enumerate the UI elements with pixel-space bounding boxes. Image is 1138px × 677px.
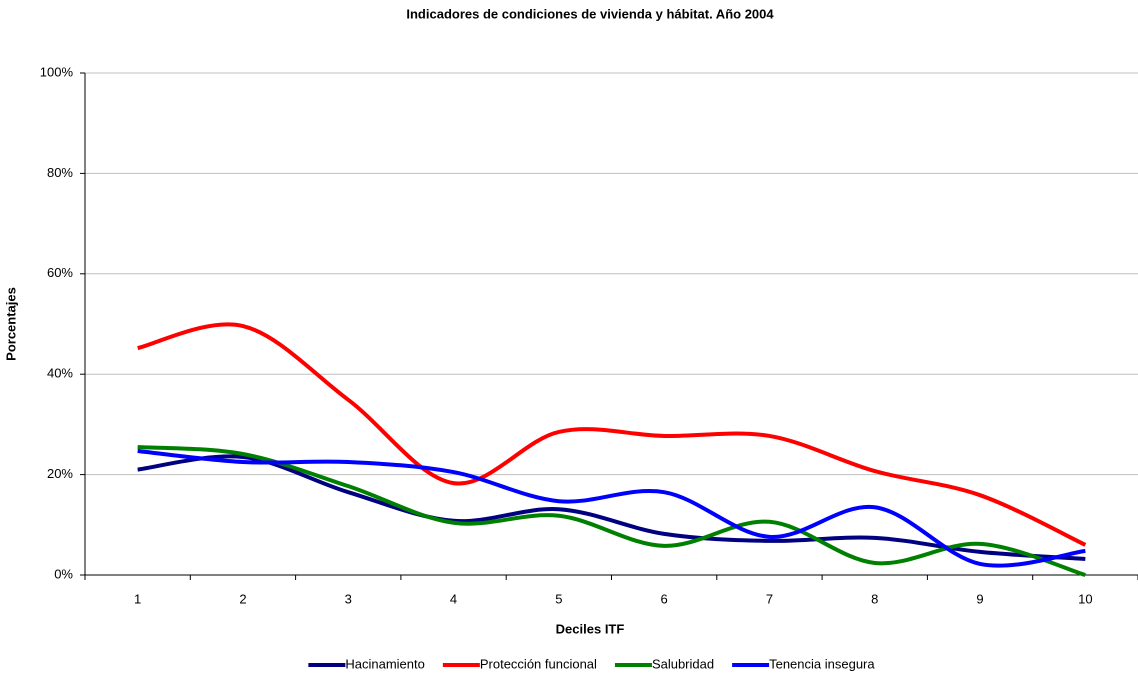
series-line [137, 322, 1087, 547]
x-tick-label: 5 [555, 591, 562, 606]
y-tick-label: 0% [54, 566, 73, 581]
x-tick-label: 7 [766, 591, 773, 606]
legend-label: Protección funcional [480, 656, 597, 671]
x-tick-label: 8 [871, 591, 878, 606]
y-tick-label: 100% [40, 64, 74, 79]
y-axis-label: Porcentajes [3, 287, 18, 361]
series-line [137, 449, 1086, 568]
x-tick-label: 6 [661, 591, 668, 606]
x-tick-label: 1 [134, 591, 141, 606]
x-tick-label: 4 [450, 591, 457, 606]
y-tick-label: 20% [47, 466, 73, 481]
legend-label: Hacinamiento [345, 656, 425, 671]
series-line [137, 444, 1086, 577]
chart-title: Indicadores de condiciones de vivienda y… [406, 6, 774, 21]
x-tick-label: 9 [976, 591, 983, 606]
x-axis-label: Deciles ITF [556, 621, 625, 636]
x-tick-label: 2 [239, 591, 246, 606]
y-tick-label: 60% [47, 265, 73, 280]
y-tick-label: 40% [47, 366, 73, 381]
y-tick-label: 80% [47, 165, 73, 180]
legend-label: Tenencia insegura [769, 656, 875, 671]
series-line [137, 454, 1086, 561]
legend-label: Salubridad [652, 656, 714, 671]
x-tick-label: 10 [1078, 591, 1092, 606]
x-tick-label: 3 [345, 591, 352, 606]
